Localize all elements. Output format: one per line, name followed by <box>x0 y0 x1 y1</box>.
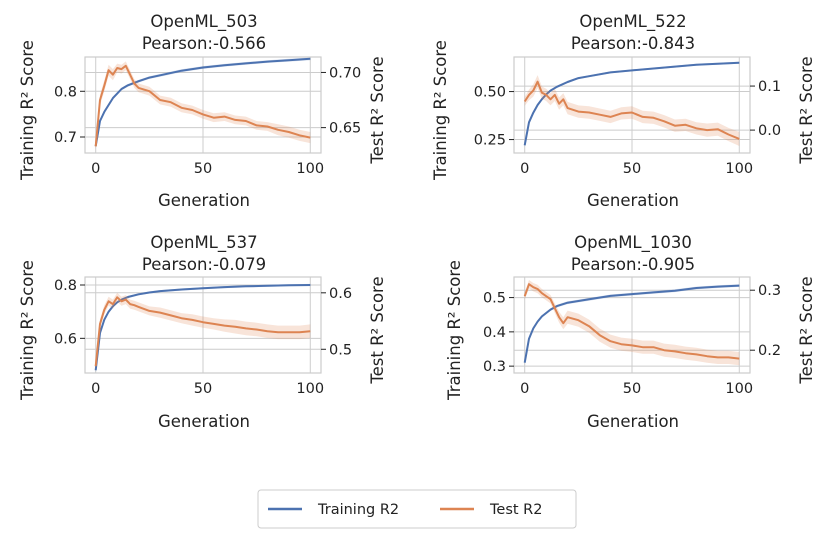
subplot-title: OpenML_503 <box>150 12 257 32</box>
x-tick-label: 50 <box>194 381 212 397</box>
y-axis-label-left: Training R² Score <box>18 40 37 181</box>
subplot-title: OpenML_537 <box>150 233 257 253</box>
y-axis-label-right: Test R² Score <box>368 276 387 384</box>
y-tick-label-right: 0.6 <box>329 286 352 302</box>
y-tick-label-left: 0.8 <box>54 278 77 294</box>
y-tick-label-left: 0.5 <box>483 291 506 307</box>
plot-frame <box>513 276 751 374</box>
test-r2-line <box>94 64 311 147</box>
subplot-openml-1030: OpenML_1030 Pearson:-0.905 Generation Tr… <box>445 233 816 431</box>
y-tick-label-right: 0.0 <box>758 123 781 139</box>
x-tick-label: 0 <box>91 381 100 397</box>
subplot-openml-522: OpenML_522 Pearson:-0.843 Generation Tra… <box>431 12 816 210</box>
test-confidence-band <box>95 61 311 151</box>
y-tick-label-right: 0.2 <box>758 343 781 359</box>
y-axis-label-left: Training R² Score <box>445 260 464 401</box>
plot-frame <box>513 56 751 154</box>
y-tick-label-left: 0.7 <box>54 130 77 146</box>
x-tick-label: 100 <box>725 381 753 397</box>
training-r2-line <box>523 61 740 146</box>
x-tick-label: 0 <box>91 161 100 177</box>
test-confidence-band <box>524 75 740 146</box>
y-axis-label-right: Test R² Score <box>797 276 816 384</box>
x-axis-label: Generation <box>158 191 250 210</box>
subplot-title: OpenML_522 <box>579 12 686 32</box>
x-axis-label: Generation <box>587 412 679 431</box>
plot-frame <box>84 276 322 374</box>
y-axis-label-right: Test R² Score <box>368 56 387 164</box>
x-tick-label: 50 <box>623 381 641 397</box>
test-r2-line <box>523 283 740 360</box>
y-tick-label-right: 0.5 <box>329 342 352 358</box>
y-tick-label-left: 0.50 <box>474 85 506 101</box>
y-tick-label-right: 0.3 <box>758 283 781 299</box>
subplot-subtitle: Pearson:-0.843 <box>571 34 695 53</box>
test-r2-line <box>94 296 311 367</box>
subplot-subtitle: Pearson:-0.079 <box>142 255 266 274</box>
training-r2-line <box>523 284 740 363</box>
y-tick-label-left: 0.3 <box>483 359 506 375</box>
test-r2-line <box>523 80 740 140</box>
subplot-subtitle: Pearson:-0.905 <box>571 255 695 274</box>
y-tick-label-right: 0.1 <box>758 79 781 95</box>
subplot-openml-537: OpenML_537 Pearson:-0.079 Generation Tra… <box>18 233 387 431</box>
subplot-subtitle: Pearson:-0.566 <box>142 34 266 53</box>
plot-frame <box>84 56 322 154</box>
subplot-openml-503: OpenML_503 Pearson:-0.566 Generation Tra… <box>18 12 387 210</box>
x-tick-label: 100 <box>296 381 324 397</box>
legend: Training R2 Test R2 <box>257 489 577 529</box>
x-tick-label: 0 <box>520 161 529 177</box>
x-tick-label: 50 <box>194 161 212 177</box>
x-tick-label: 50 <box>623 161 641 177</box>
legend-label-test: Test R2 <box>489 502 542 518</box>
y-axis-label-left: Training R² Score <box>18 260 37 401</box>
legend-label-training: Training R2 <box>317 502 399 518</box>
y-tick-label-right: 0.70 <box>329 65 361 81</box>
y-tick-label-left: 0.4 <box>483 325 506 341</box>
x-tick-label: 100 <box>725 161 753 177</box>
test-confidence-band <box>95 292 311 371</box>
training-r2-line <box>94 284 311 371</box>
y-tick-label-right: 0.65 <box>329 121 361 137</box>
y-axis-label-left: Training R² Score <box>431 40 450 181</box>
x-tick-label: 100 <box>296 161 324 177</box>
x-tick-label: 0 <box>520 381 529 397</box>
y-tick-label-left: 0.8 <box>54 84 77 100</box>
y-tick-label-left: 0.6 <box>54 331 77 347</box>
x-axis-label: Generation <box>158 412 250 431</box>
legend-box <box>257 489 577 529</box>
x-axis-label: Generation <box>587 191 679 210</box>
y-tick-label-left: 0.25 <box>474 133 506 149</box>
training-r2-line <box>94 57 311 147</box>
y-axis-label-right: Test R² Score <box>797 56 816 164</box>
subplot-title: OpenML_1030 <box>574 233 692 253</box>
